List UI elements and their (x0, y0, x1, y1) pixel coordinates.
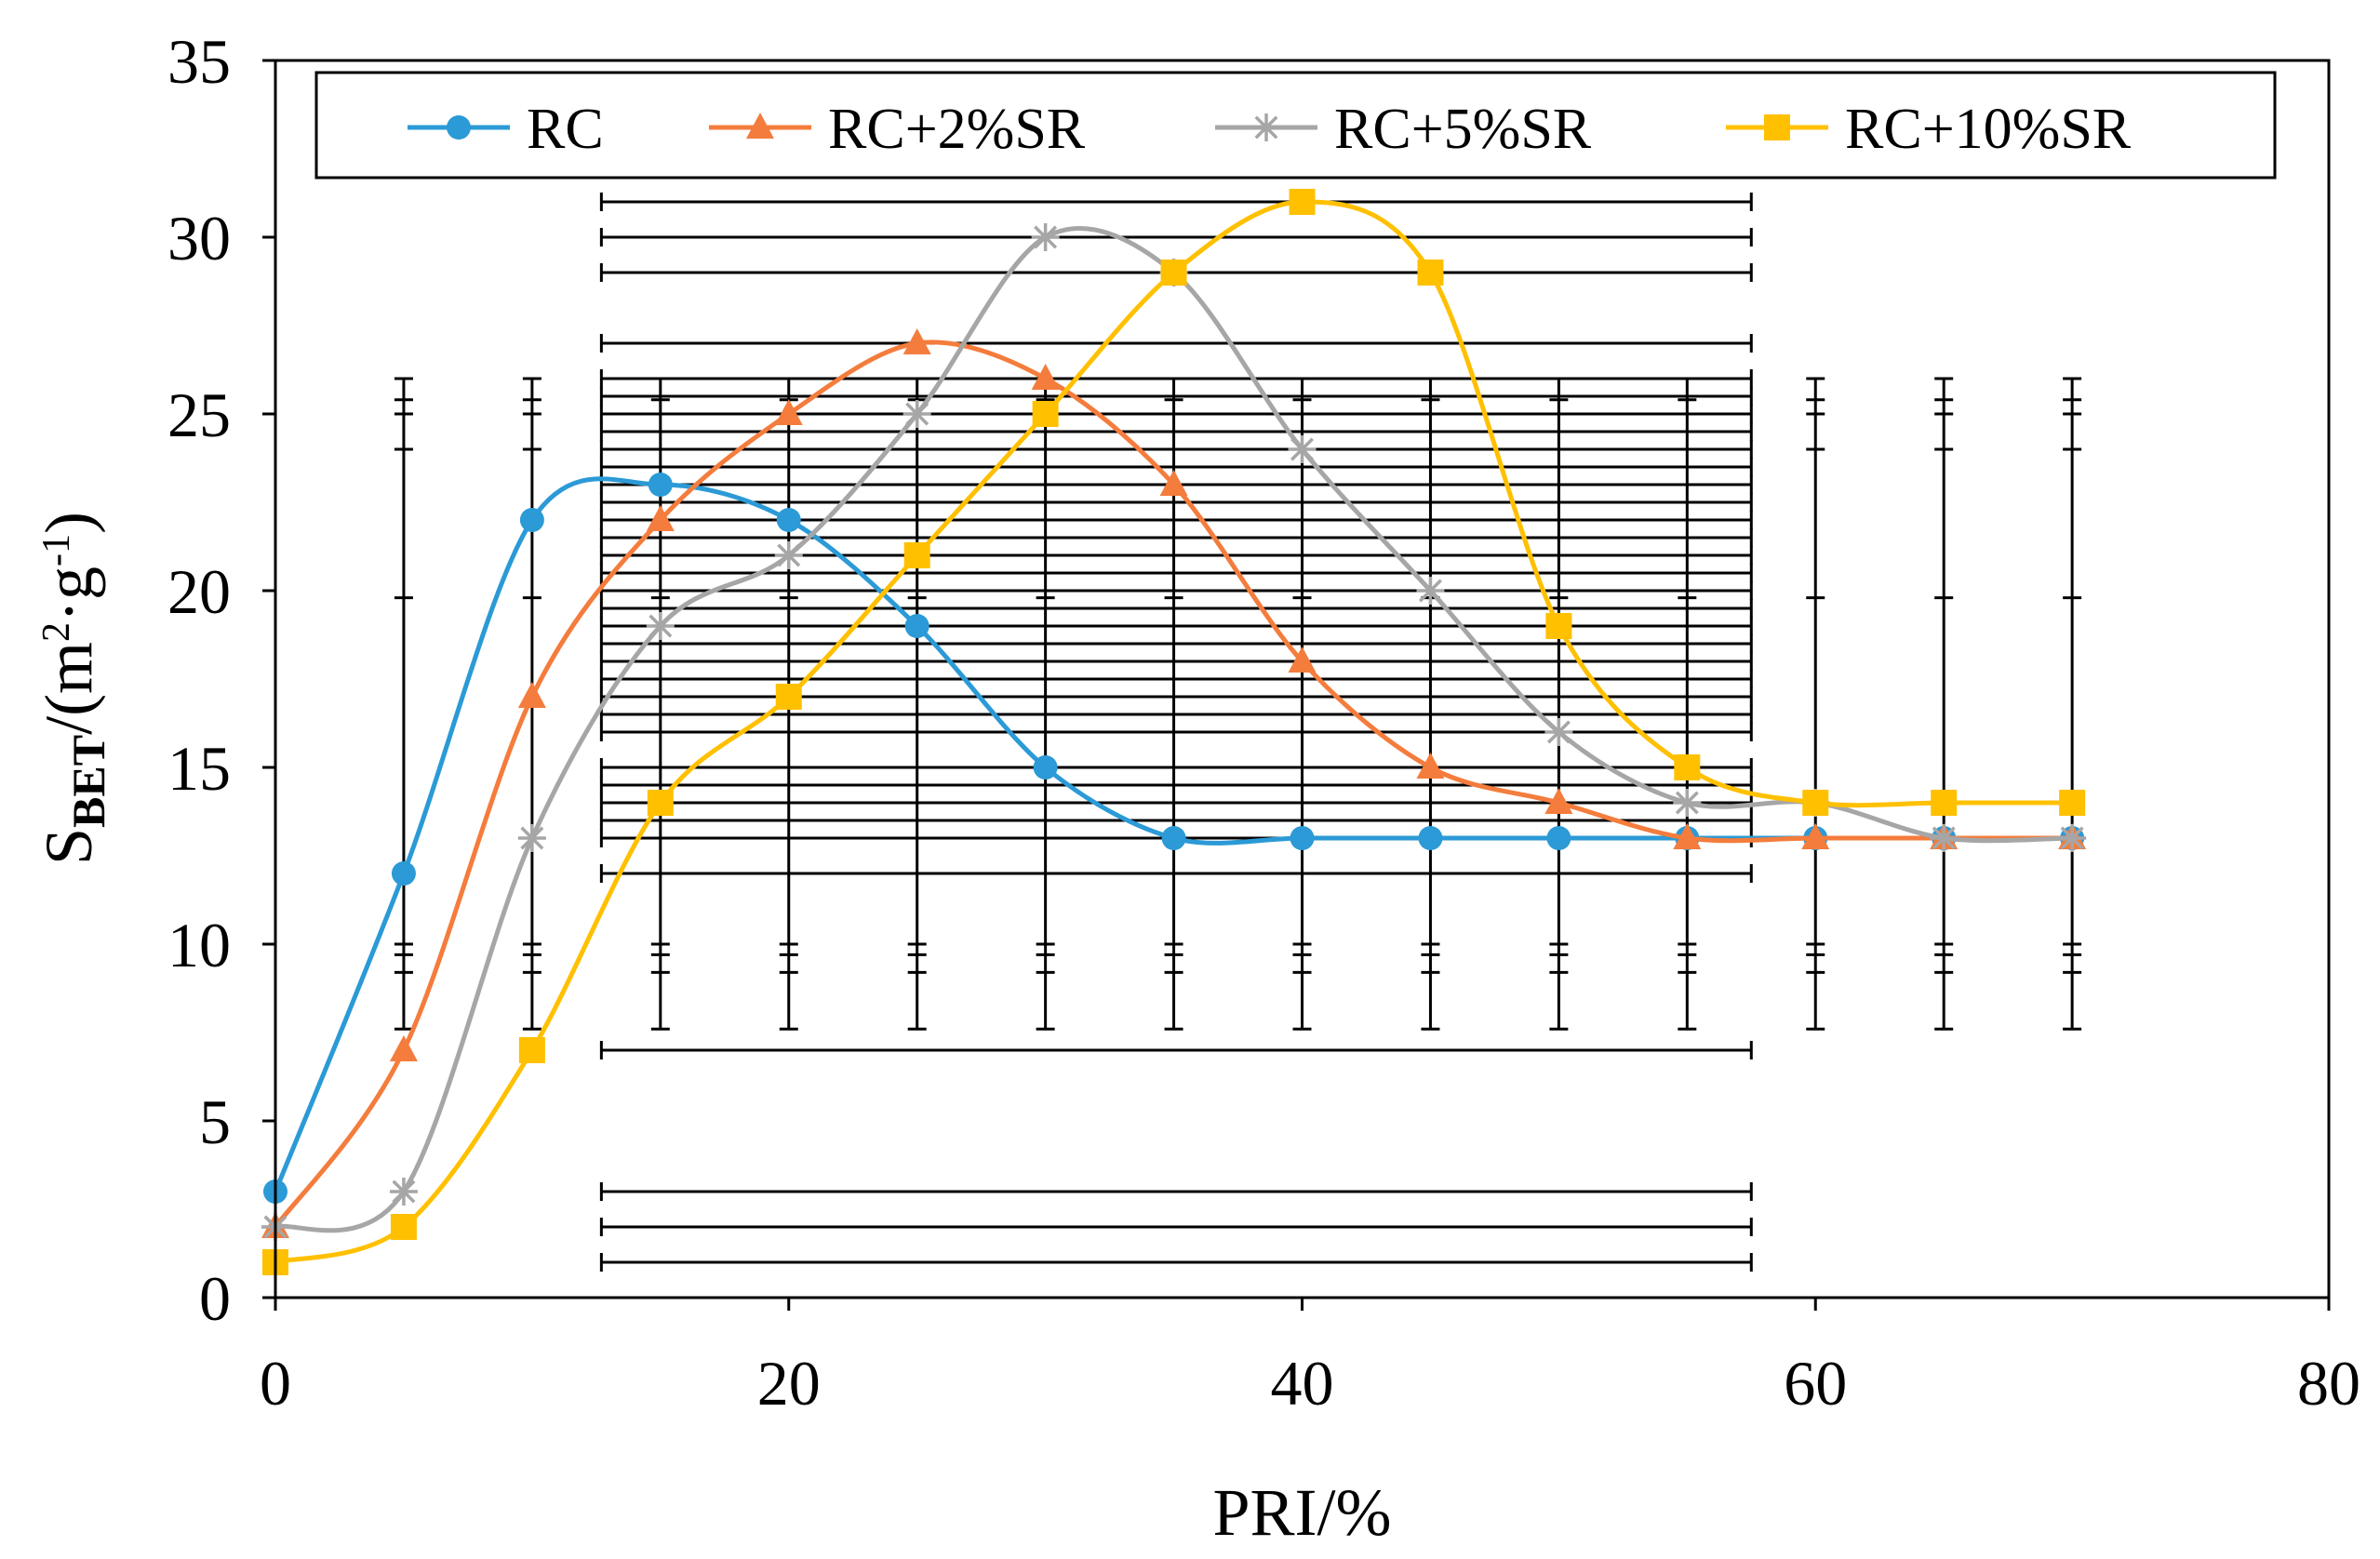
legend-swatch-marker (1252, 113, 1280, 141)
data-point (646, 505, 675, 531)
y-tick-label: 5 (199, 1086, 231, 1157)
series-line (274, 199, 2073, 1265)
data-point (903, 542, 930, 568)
y-tick-label: 25 (167, 380, 231, 450)
legend-swatch-marker (447, 115, 471, 140)
data-point (1288, 646, 1317, 673)
y-axis-title-prefix: S (32, 828, 106, 865)
legend-item: RC (408, 98, 604, 161)
data-point (1545, 613, 1572, 639)
data-point (518, 1037, 545, 1063)
series-4 (262, 189, 2086, 1275)
data-point (1673, 823, 1702, 849)
data-point (776, 508, 801, 532)
data-point (1673, 789, 1702, 817)
data-point (390, 1214, 417, 1240)
data-point (1289, 189, 1316, 215)
data-point (1544, 788, 1573, 814)
data-point (1930, 824, 1959, 852)
data-point (1416, 577, 1445, 605)
data-point (774, 399, 803, 425)
data-point (2059, 790, 2086, 816)
data-point (1288, 435, 1317, 463)
y-tick-label: 30 (167, 203, 231, 273)
y-axis-title-dot: ·g (32, 566, 106, 622)
legend-label: RC+2%SR (828, 98, 1086, 161)
y-tick-label: 15 (167, 733, 231, 804)
y-axis-title-sup1: 2 (35, 622, 78, 642)
data-point (903, 400, 931, 428)
data-point (775, 684, 802, 710)
legend-label: RC+5%SR (1334, 98, 1592, 161)
data-point (1031, 364, 1060, 390)
legend-item: RC+10%SR (1726, 98, 2132, 161)
data-point (1160, 260, 1187, 286)
data-point (1032, 401, 1059, 427)
y-axis-title-unit-close: ) (32, 512, 106, 534)
data-point (648, 473, 673, 497)
x-tick-label: 0 (260, 1348, 291, 1419)
x-axis-title: PRI/% (1212, 1475, 1391, 1550)
y-tick-label: 0 (199, 1263, 231, 1334)
data-point (2058, 824, 2087, 852)
y-axis-title-sup2: -1 (35, 534, 78, 566)
data-point (519, 508, 544, 532)
data-point (1417, 260, 1444, 286)
y-tick-label: 20 (167, 556, 231, 627)
data-point (517, 682, 546, 708)
data-point (1031, 223, 1060, 251)
data-point (774, 541, 803, 569)
data-point (391, 861, 416, 886)
data-point (904, 614, 929, 638)
x-tick-label: 20 (757, 1348, 821, 1419)
data-point (1674, 754, 1701, 780)
data-point (903, 328, 931, 354)
legend-item: RC+5%SR (1215, 98, 1592, 161)
data-point (389, 1035, 418, 1061)
data-point (647, 790, 674, 816)
data-point (1802, 790, 1829, 816)
y-axis-title-unit-open: /(m (32, 642, 106, 735)
series-line (273, 476, 2073, 1193)
legend-swatch-marker (746, 113, 774, 139)
axes: 0 20 40 60 80 0 5 10 15 20 25 30 35 (167, 26, 2360, 1419)
series-layer (261, 189, 2087, 1275)
data-point (646, 612, 675, 640)
data-point (517, 824, 546, 852)
data-point (1931, 790, 1958, 816)
legend-item: RC+2%SR (709, 98, 1086, 161)
data-point (1033, 755, 1058, 780)
data-point (1544, 718, 1573, 746)
data-point (1290, 826, 1315, 850)
x-tick-label: 60 (1784, 1348, 1847, 1419)
legend-label: RC (527, 98, 604, 161)
x-tick-label: 40 (1271, 1348, 1334, 1419)
data-point (1416, 753, 1445, 779)
legend: RC RC+2%SR RC+5%SR RC+10%SR (314, 71, 2277, 180)
y-axis-title: SBET/(m2·g-1) (32, 512, 114, 865)
data-point (389, 1178, 418, 1206)
x-tick-label: 80 (2297, 1348, 2360, 1419)
series-line (273, 340, 2073, 1229)
legend-swatch-marker (1764, 114, 1790, 140)
y-axis-title-subscript: BET (62, 735, 114, 828)
data-point (1801, 823, 1830, 849)
y-tick-label: 35 (167, 26, 231, 97)
data-point (1418, 826, 1443, 850)
legend-label: RC+10%SR (1845, 98, 2132, 161)
data-point (1546, 826, 1571, 850)
y-tick-label: 10 (167, 910, 231, 980)
data-point (1161, 826, 1186, 850)
data-point (1159, 470, 1188, 496)
